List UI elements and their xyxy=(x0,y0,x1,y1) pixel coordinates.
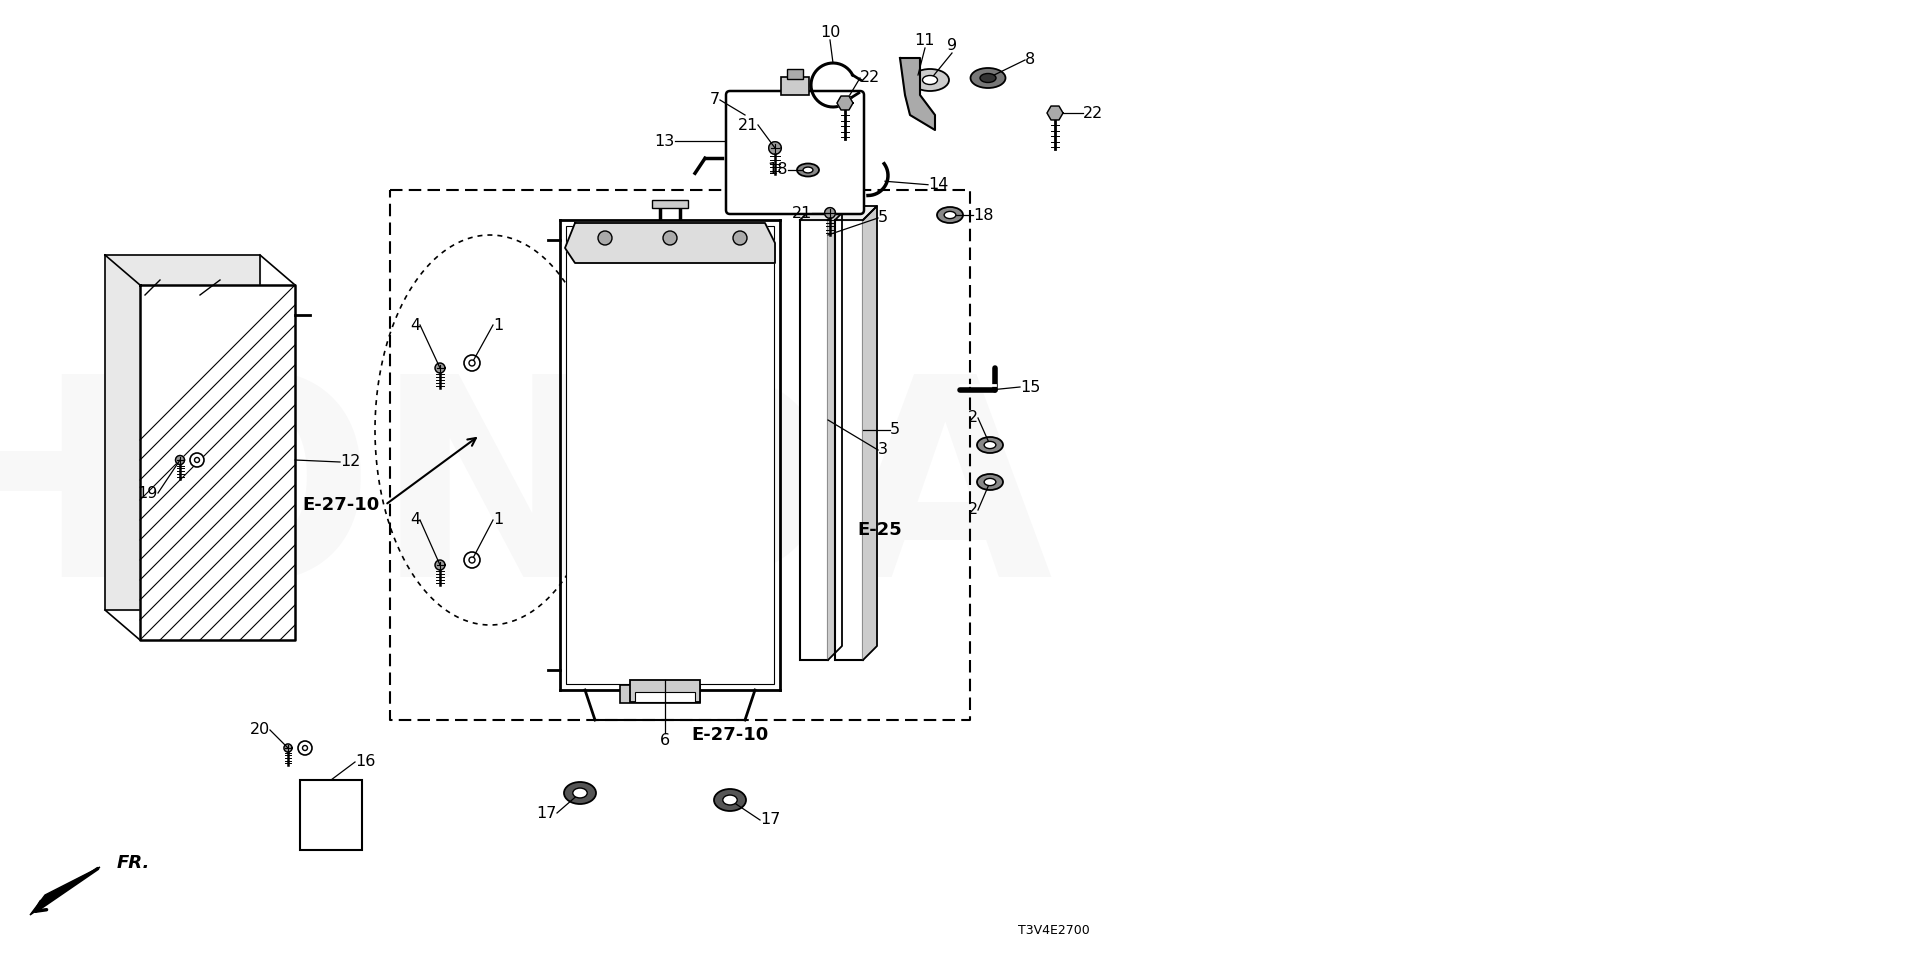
Text: E-25: E-25 xyxy=(858,521,902,539)
Ellipse shape xyxy=(985,478,996,486)
Bar xyxy=(781,77,808,95)
Text: 4: 4 xyxy=(409,513,420,527)
Text: T3V4E2700: T3V4E2700 xyxy=(1018,924,1091,937)
Text: 22: 22 xyxy=(860,70,879,85)
Text: 6: 6 xyxy=(660,733,670,748)
Text: 2: 2 xyxy=(968,411,977,425)
Circle shape xyxy=(465,355,480,371)
Text: 18: 18 xyxy=(973,207,993,223)
Text: 1: 1 xyxy=(493,318,503,332)
Bar xyxy=(300,780,363,850)
Circle shape xyxy=(190,453,204,467)
Bar xyxy=(801,220,828,660)
Text: FR.: FR. xyxy=(117,854,150,872)
Text: 5: 5 xyxy=(891,422,900,438)
Circle shape xyxy=(298,741,311,755)
Text: 16: 16 xyxy=(355,755,376,770)
Text: 21: 21 xyxy=(791,205,812,221)
Text: 17: 17 xyxy=(760,812,780,828)
Ellipse shape xyxy=(564,782,595,804)
Polygon shape xyxy=(564,223,776,263)
Ellipse shape xyxy=(797,163,820,177)
Polygon shape xyxy=(835,206,877,220)
Text: E-27-10: E-27-10 xyxy=(303,496,380,514)
Polygon shape xyxy=(1046,106,1064,120)
Polygon shape xyxy=(828,206,843,660)
Polygon shape xyxy=(768,142,781,155)
Text: 12: 12 xyxy=(340,454,361,469)
Text: 11: 11 xyxy=(914,33,935,48)
Polygon shape xyxy=(106,255,259,610)
Bar xyxy=(835,220,862,660)
Text: HONDA: HONDA xyxy=(0,365,1054,635)
Text: 3: 3 xyxy=(877,443,887,458)
Ellipse shape xyxy=(977,437,1002,453)
Text: 22: 22 xyxy=(1083,106,1104,121)
Circle shape xyxy=(733,231,747,245)
Ellipse shape xyxy=(945,211,956,219)
Ellipse shape xyxy=(922,76,937,84)
Polygon shape xyxy=(900,58,935,130)
Ellipse shape xyxy=(985,442,996,448)
Circle shape xyxy=(662,231,678,245)
Ellipse shape xyxy=(910,69,948,91)
Ellipse shape xyxy=(937,207,964,223)
Text: 18: 18 xyxy=(768,162,787,178)
Circle shape xyxy=(194,458,200,463)
Text: 4: 4 xyxy=(409,318,420,332)
Text: 8: 8 xyxy=(1025,53,1035,67)
Ellipse shape xyxy=(714,789,747,811)
Text: 1: 1 xyxy=(493,513,503,527)
Circle shape xyxy=(468,360,474,366)
Text: 7: 7 xyxy=(710,92,720,108)
Polygon shape xyxy=(140,285,296,640)
Polygon shape xyxy=(837,96,852,110)
Ellipse shape xyxy=(803,167,812,173)
Ellipse shape xyxy=(979,74,996,83)
Ellipse shape xyxy=(722,795,737,804)
Text: 19: 19 xyxy=(138,486,157,500)
Circle shape xyxy=(303,746,307,751)
Polygon shape xyxy=(284,744,292,752)
Text: 10: 10 xyxy=(820,25,841,40)
Text: 15: 15 xyxy=(1020,379,1041,395)
Text: 9: 9 xyxy=(947,38,956,53)
Text: 17: 17 xyxy=(536,805,557,821)
Polygon shape xyxy=(31,867,100,915)
Text: 20: 20 xyxy=(250,723,271,737)
Bar xyxy=(566,226,774,684)
Text: 14: 14 xyxy=(927,178,948,192)
Polygon shape xyxy=(801,206,843,220)
Bar xyxy=(787,69,803,79)
Ellipse shape xyxy=(572,788,588,798)
Circle shape xyxy=(597,231,612,245)
Text: 5: 5 xyxy=(877,210,889,226)
Text: 2: 2 xyxy=(968,502,977,517)
Ellipse shape xyxy=(977,474,1002,490)
Polygon shape xyxy=(436,560,445,570)
Circle shape xyxy=(465,552,480,568)
Text: E-27-10: E-27-10 xyxy=(691,726,768,744)
Text: 13: 13 xyxy=(655,133,676,149)
Bar xyxy=(636,692,695,702)
Ellipse shape xyxy=(970,68,1006,88)
Polygon shape xyxy=(824,207,835,218)
Text: 21: 21 xyxy=(737,117,758,132)
Polygon shape xyxy=(862,206,877,660)
Circle shape xyxy=(468,557,474,563)
Polygon shape xyxy=(436,363,445,372)
Bar xyxy=(653,200,687,208)
FancyBboxPatch shape xyxy=(726,91,864,214)
Bar xyxy=(620,685,701,703)
Bar xyxy=(630,680,701,702)
Polygon shape xyxy=(175,455,184,465)
